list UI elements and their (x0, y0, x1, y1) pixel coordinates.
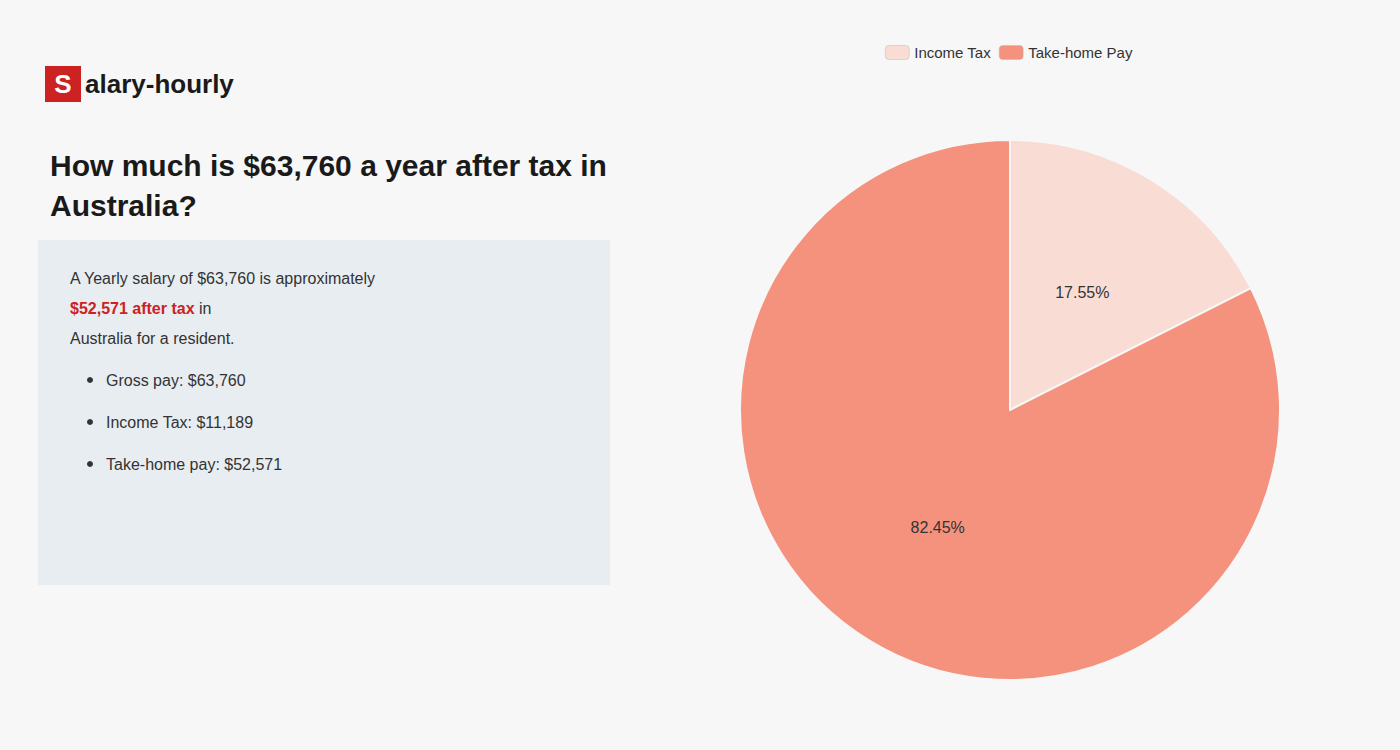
svg-text:How much is $63,760 a year aft: How much is $63,760 a year after tax in (50, 149, 607, 182)
svg-text:in: in (195, 300, 212, 317)
svg-text:$52,571 after tax: $52,571 after tax (70, 300, 195, 317)
svg-text:Australia?: Australia? (50, 189, 197, 222)
svg-text:Income Tax: $11,189: Income Tax: $11,189 (106, 414, 253, 431)
svg-text:A Yearly salary of $63,760 is: A Yearly salary of $63,760 is approximat… (70, 270, 380, 287)
svg-text:82.45%: 82.45% (911, 519, 965, 536)
svg-text:Gross pay: $63,760: Gross pay: $63,760 (106, 372, 246, 389)
svg-text:Australia for a resident.: Australia for a resident. (70, 330, 235, 347)
svg-text:Income Tax: Income Tax (914, 44, 991, 61)
svg-text:S: S (54, 69, 71, 99)
svg-text:Take-home Pay: Take-home Pay (1028, 44, 1133, 61)
svg-text:Take-home pay: $52,571: Take-home pay: $52,571 (106, 456, 282, 473)
svg-text:17.55%: 17.55% (1055, 284, 1109, 301)
svg-text:alary-hourly: alary-hourly (85, 69, 234, 99)
